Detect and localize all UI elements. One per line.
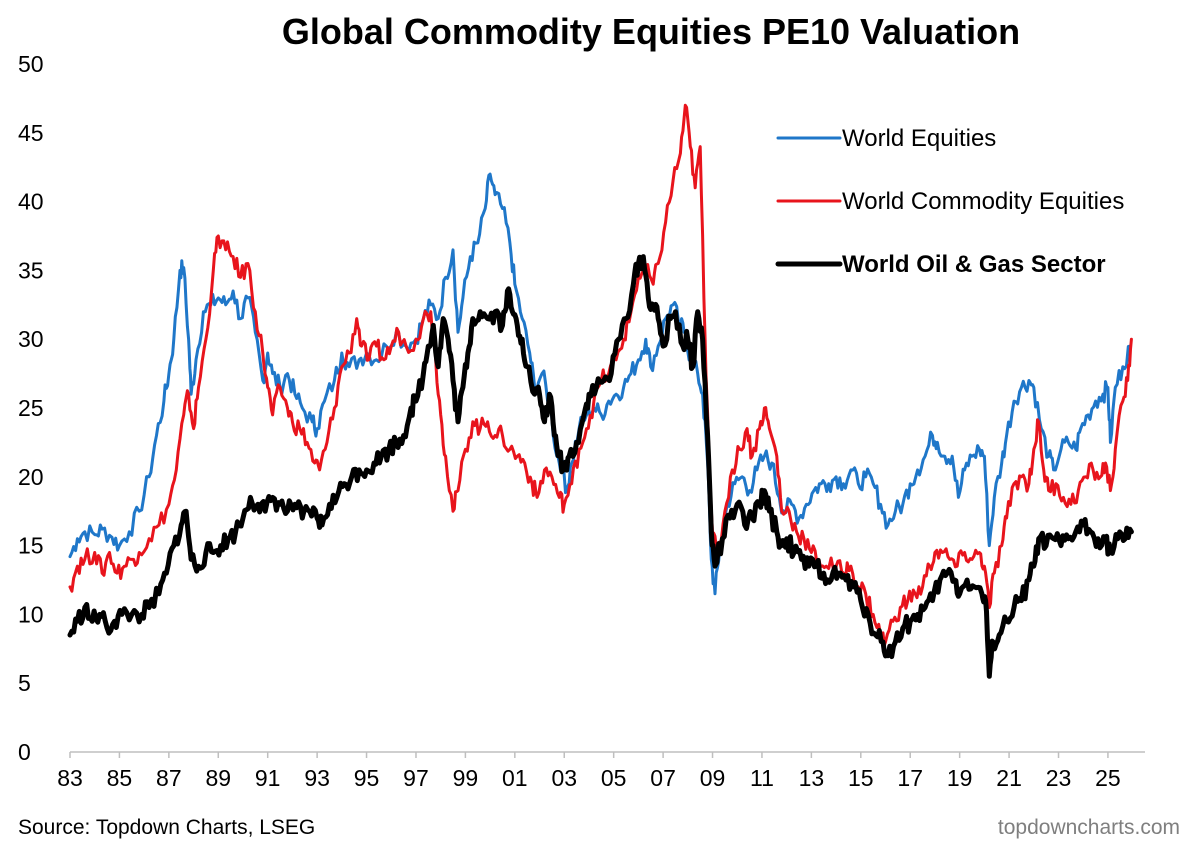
legend-label: World Oil & Gas Sector [842, 251, 1106, 278]
website-watermark: topdowncharts.com [998, 816, 1180, 839]
y-tick-label: 10 [18, 601, 44, 627]
x-tick-label: 99 [453, 765, 479, 791]
x-tick-label: 23 [1046, 765, 1072, 791]
x-tick-label: 87 [156, 765, 182, 791]
y-tick-label: 20 [18, 464, 44, 490]
chart-title: Global Commodity Equities PE10 Valuation [282, 11, 1020, 52]
x-tick-label: 19 [947, 765, 973, 791]
series-line-2 [68, 103, 1133, 647]
x-tick-label: 91 [255, 765, 281, 791]
x-tick-label: 95 [354, 765, 380, 791]
x-tick-label: 85 [107, 765, 133, 791]
x-tick-label: 15 [848, 765, 874, 791]
y-tick-label: 40 [18, 189, 44, 215]
series-line-1 [68, 172, 1132, 596]
x-tick-label: 93 [304, 765, 330, 791]
source-note: Source: Topdown Charts, LSEG [18, 816, 315, 839]
legend-label: World Equities [842, 125, 996, 152]
x-tick-label: 13 [799, 765, 825, 791]
y-tick-label: 0 [18, 739, 31, 765]
y-axis: 0 5 10 15 20 25 30 35 40 45 50 [18, 51, 44, 765]
y-tick-label: 25 [18, 395, 44, 421]
x-tick-label: 21 [996, 765, 1022, 791]
x-tick-label: 97 [403, 765, 429, 791]
x-tick-label: 83 [57, 765, 83, 791]
y-tick-label: 30 [18, 326, 44, 352]
x-tick-label: 25 [1095, 765, 1121, 791]
x-tick-label: 07 [650, 765, 676, 791]
y-tick-label: 35 [18, 257, 44, 283]
legend-label: World Commodity Equities [842, 188, 1124, 215]
x-axis: 83 85 87 89 91 93 95 97 99 01 03 05 07 09 11 13 15 17 19 21… [57, 751, 1145, 791]
x-tick-label: 17 [897, 765, 923, 791]
x-tick-label: 09 [700, 765, 726, 791]
x-tick-label: 03 [551, 765, 577, 791]
legend: World Equities World Commodity Equities Wo… [775, 125, 1124, 278]
x-tick-label: 89 [205, 765, 231, 791]
series-layer [67, 103, 1134, 679]
y-tick-label: 45 [18, 120, 44, 146]
x-tick-label: 01 [502, 765, 528, 791]
series-line-3 [67, 254, 1134, 679]
y-tick-label: 15 [18, 533, 44, 559]
x-tick-label: 05 [601, 765, 627, 791]
x-tick-label: 11 [750, 765, 774, 791]
y-tick-label: 50 [18, 51, 44, 77]
y-tick-label: 5 [18, 670, 31, 696]
